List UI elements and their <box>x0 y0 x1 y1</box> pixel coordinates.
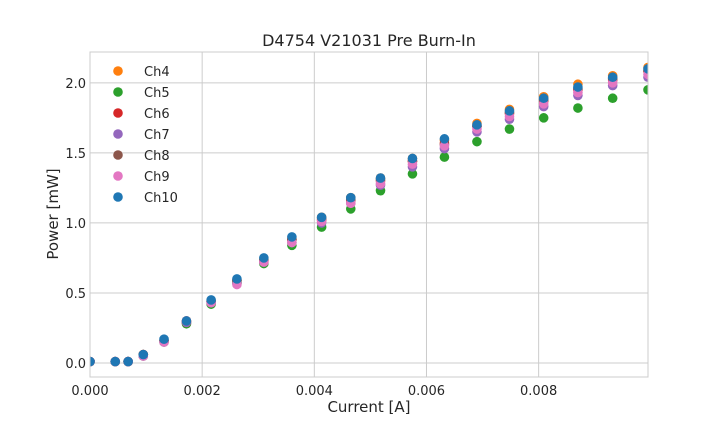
data-points <box>90 62 648 367</box>
legend-label: Ch7 <box>144 128 170 143</box>
data-point <box>159 334 169 344</box>
legend-item-ch8: Ch8 <box>113 149 170 164</box>
data-point <box>259 253 269 263</box>
y-tick-label: 0.0 <box>65 357 86 372</box>
legend-label: Ch10 <box>144 191 178 206</box>
data-point <box>316 212 327 223</box>
legend-item-ch10: Ch10 <box>113 191 178 206</box>
legend-marker <box>113 66 123 76</box>
legend-item-ch4: Ch4 <box>113 65 170 80</box>
x-tick-label: 0.006 <box>408 384 445 399</box>
y-tick-label: 1.0 <box>65 217 86 232</box>
x-tick-label: 0.002 <box>184 384 221 399</box>
legend-item-ch6: Ch6 <box>113 107 170 122</box>
plot-area <box>90 52 648 377</box>
legend-label: Ch9 <box>144 170 170 185</box>
legend-label: Ch8 <box>144 149 170 164</box>
data-point <box>472 120 482 130</box>
data-point <box>206 295 216 305</box>
data-point <box>607 72 618 83</box>
data-point <box>573 82 583 92</box>
data-point <box>439 134 450 144</box>
legend-label: Ch4 <box>144 65 170 80</box>
series-ch10 <box>90 64 648 367</box>
legend-label: Ch6 <box>144 107 170 122</box>
chart-title: D4754 V21031 Pre Burn-In <box>262 31 476 50</box>
y-axis-label: Power [mW] <box>44 168 62 259</box>
data-point <box>439 141 450 151</box>
legend-marker <box>113 192 123 202</box>
data-point <box>110 356 121 367</box>
y-tick-label: 0.5 <box>65 287 86 302</box>
legend-marker <box>113 129 123 139</box>
data-point <box>287 232 297 242</box>
data-point <box>643 64 648 74</box>
x-tick-labels: 0.000 0.002 0.004 0.006 0.008 <box>71 384 557 399</box>
x-tick-label: 0.004 <box>296 384 333 399</box>
data-point <box>90 356 95 367</box>
data-point <box>181 316 192 326</box>
y-tick-label: 1.5 <box>65 147 86 162</box>
y-tick-label: 2.0 <box>65 77 86 92</box>
data-point <box>407 153 418 164</box>
legend-marker <box>113 108 123 118</box>
legend: Ch4 Ch5 Ch6 Ch7 Ch8 Ch9 Ch10 <box>113 65 178 206</box>
data-point <box>573 103 583 113</box>
data-point <box>138 349 149 360</box>
legend-item-ch5: Ch5 <box>113 86 170 101</box>
data-point <box>123 356 133 367</box>
data-point <box>375 173 386 183</box>
legend-marker <box>113 150 123 160</box>
data-point <box>538 113 549 123</box>
legend-marker <box>113 87 123 97</box>
x-tick-label: 0.000 <box>71 384 108 399</box>
data-point <box>407 169 418 179</box>
legend-item-ch9: Ch9 <box>113 170 170 185</box>
data-point <box>607 93 618 104</box>
data-point <box>232 274 242 284</box>
plot-frame <box>89 51 649 378</box>
y-tick-labels: 0.0 0.5 1.0 1.5 2.0 <box>65 77 86 372</box>
data-point <box>538 93 549 104</box>
x-tick-label: 0.008 <box>520 384 557 399</box>
data-point <box>504 106 515 116</box>
data-point <box>643 85 648 95</box>
grid-lines <box>89 52 648 377</box>
data-point <box>345 192 356 203</box>
legend-marker <box>113 171 123 181</box>
data-point <box>504 124 515 134</box>
data-point <box>439 152 450 162</box>
legend-label: Ch5 <box>144 86 170 101</box>
legend-item-ch7: Ch7 <box>113 128 170 143</box>
x-axis-label: Current [A] <box>327 398 410 416</box>
data-point <box>472 136 482 147</box>
